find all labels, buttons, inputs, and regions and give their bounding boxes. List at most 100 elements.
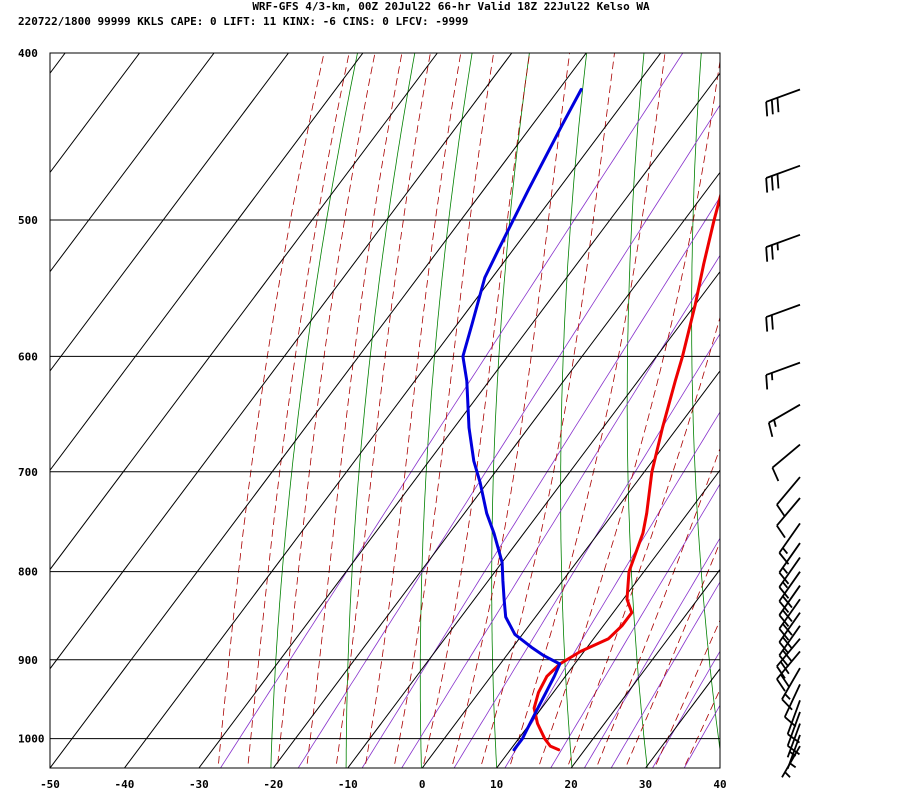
wind-barb xyxy=(778,556,801,599)
barb-flag xyxy=(776,665,786,679)
barb-flag xyxy=(781,698,793,711)
barb-staff xyxy=(786,699,801,735)
mixing-ratio-line xyxy=(717,15,900,776)
chart-subtitle: 220722/1800 99999 KKLS CAPE: 0 LIFT: 11 … xyxy=(18,15,468,28)
moist-adiabat xyxy=(451,53,571,768)
isotherm xyxy=(124,53,662,768)
wind-barb xyxy=(765,88,801,117)
wind-barb xyxy=(776,497,801,539)
barb-staff xyxy=(778,571,801,602)
wind-barb xyxy=(776,650,801,692)
pressure-tick-label: 700 xyxy=(18,466,38,479)
dry-adiabat xyxy=(491,53,530,768)
barb-flag xyxy=(765,177,769,193)
temperature-tick-label: -40 xyxy=(115,778,135,791)
temperature-tick-labels: -50 -40 -30 -20 -10 0 10 20 30 40 xyxy=(40,778,727,791)
barb-flag xyxy=(784,716,797,728)
barb-half-flag xyxy=(784,693,791,700)
moist-adiabat xyxy=(335,53,431,768)
mixing-ratio-line xyxy=(453,333,720,768)
barb-flag xyxy=(776,504,786,518)
isotherm xyxy=(645,667,720,768)
mixing-ratio-line xyxy=(550,483,720,768)
temperature-tick-label: 20 xyxy=(564,778,577,791)
moist-adiabat xyxy=(276,53,376,768)
barb-half-flag xyxy=(776,242,779,251)
wind-barb xyxy=(781,745,801,778)
temperature-tick-label: 40 xyxy=(713,778,726,791)
isotherm xyxy=(421,370,720,768)
barb-flag xyxy=(778,654,790,668)
barb-half-flag xyxy=(770,372,774,381)
mixing-ratio-line xyxy=(610,581,720,768)
profile-line xyxy=(532,192,720,752)
isotherm xyxy=(347,270,720,768)
sounding-profiles xyxy=(461,88,720,752)
moist-adiabat xyxy=(306,53,403,768)
barb-half-flag xyxy=(773,419,777,427)
isotherm xyxy=(50,53,215,273)
mixing-ratio-line xyxy=(652,650,720,768)
barb-flag xyxy=(765,101,769,117)
moist-adiabat xyxy=(595,447,720,768)
moist-adiabat xyxy=(217,53,325,768)
dry-adiabat xyxy=(560,53,588,768)
wind-barb xyxy=(776,638,801,679)
isotherm xyxy=(496,469,720,768)
wind-barb xyxy=(776,476,801,518)
pressure-tick-labels: 400 500 600 700 800 900 1000 xyxy=(18,47,45,746)
barb-flag xyxy=(770,99,774,115)
mixing-ratio-line xyxy=(361,196,720,768)
plot-frame xyxy=(49,52,721,769)
barb-staff xyxy=(786,711,801,747)
moist-adiabat xyxy=(654,619,720,768)
wind-barb xyxy=(765,361,801,390)
isotherm xyxy=(50,53,587,768)
barb-flag xyxy=(779,661,790,675)
dry-adiabat xyxy=(345,53,416,768)
moist-adiabat xyxy=(364,53,462,768)
pressure-tick-label: 500 xyxy=(18,214,38,227)
moist-adiabat xyxy=(422,53,531,768)
barb-half-flag xyxy=(782,547,789,555)
barb-flag xyxy=(770,175,774,191)
barb-flag xyxy=(765,374,769,390)
mixing-ratio-line xyxy=(504,411,720,768)
barb-flag xyxy=(782,649,793,663)
temperature-tick-label: 10 xyxy=(490,778,503,791)
barb-flag xyxy=(779,673,790,687)
wind-barbs xyxy=(765,88,801,778)
barb-staff xyxy=(783,683,801,718)
barb-staff xyxy=(771,443,801,469)
moist-adiabat xyxy=(566,315,720,768)
pressure-tick-label: 800 xyxy=(18,566,38,579)
isotherm xyxy=(50,53,438,571)
pressure-tick-label: 900 xyxy=(18,654,38,667)
barb-flag xyxy=(778,600,790,614)
barb-flag xyxy=(770,244,774,260)
moist-adiabat xyxy=(537,57,720,768)
moist-adiabat xyxy=(393,53,495,768)
barb-flag xyxy=(782,595,793,609)
barb-flag xyxy=(778,586,790,599)
pressure-tick-label: 600 xyxy=(18,350,38,363)
barb-flag xyxy=(778,571,790,585)
moist-adiabat xyxy=(683,688,720,768)
dry-adiabat xyxy=(691,53,720,753)
moist-adiabat xyxy=(508,53,666,768)
dry-adiabat xyxy=(815,15,875,776)
wind-barb xyxy=(778,542,801,585)
isotherm xyxy=(50,53,364,472)
temperature-tick-label: -10 xyxy=(338,778,358,791)
wind-barb xyxy=(765,164,801,193)
isotherm xyxy=(50,53,289,372)
barb-flag xyxy=(765,317,769,332)
pressure-tick-label: 400 xyxy=(18,47,38,60)
moist-adiabat xyxy=(624,541,720,768)
temperature-tick-label: 30 xyxy=(639,778,652,791)
barb-staff xyxy=(776,476,801,506)
barb-flag xyxy=(771,467,780,482)
barb-flag xyxy=(776,678,786,692)
temperature-tick-label: -50 xyxy=(40,778,60,791)
mixing-ratio-line xyxy=(583,537,720,768)
